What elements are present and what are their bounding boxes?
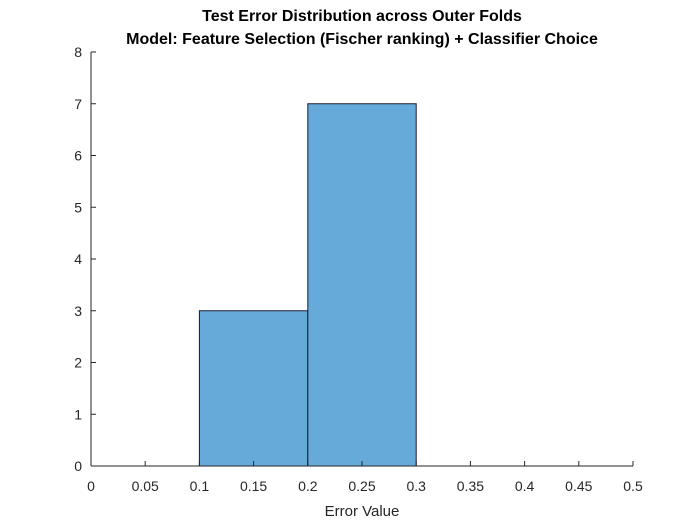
x-tick-label: 0.45 (565, 478, 592, 494)
x-tick-label: 0.4 (515, 478, 535, 494)
x-tick-label: 0.2 (298, 478, 318, 494)
y-tick-label: 5 (74, 199, 82, 215)
y-tick-label: 4 (74, 251, 82, 267)
y-tick-label: 3 (74, 303, 82, 319)
x-axis-label: Error Value (325, 503, 400, 520)
x-tick-label: 0.35 (457, 478, 484, 494)
chart-subtitle: Model: Feature Selection (Fischer rankin… (126, 31, 598, 48)
x-tick-label: 0.15 (240, 478, 267, 494)
histogram-bar (198, 310, 309, 467)
x-tick-label: 0.05 (132, 478, 159, 494)
chart-title: Test Error Distribution across Outer Fol… (202, 8, 522, 25)
x-tick-label: 0 (87, 478, 95, 494)
y-tick-label: 6 (74, 148, 82, 164)
y-ticks-group: 0 1 2 3 4 5 6 7 8 (74, 44, 96, 474)
y-tick-label: 0 (74, 458, 82, 474)
y-tick-label: 2 (74, 355, 82, 371)
y-tick-label: 1 (74, 406, 82, 422)
x-tick-label: 0.25 (348, 478, 375, 494)
x-tick-label: 0.3 (406, 478, 426, 494)
bars-group (198, 103, 417, 467)
y-tick-label: 8 (74, 44, 82, 60)
x-tick-label: 0.5 (623, 478, 643, 494)
x-ticks-group: 0 0.05 0.1 0.15 0.2 0.25 0.3 0.35 0.4 0.45 0.5 (87, 461, 643, 494)
y-tick-label: 7 (74, 96, 82, 112)
histogram-bar (307, 103, 417, 467)
x-tick-label: 0.1 (190, 478, 210, 494)
